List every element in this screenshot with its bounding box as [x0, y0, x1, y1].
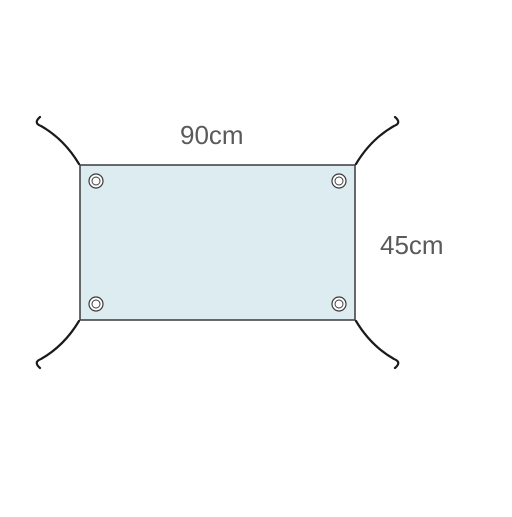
hook-line — [37, 321, 79, 368]
hook-line — [356, 321, 398, 368]
eyelet-outer — [332, 297, 346, 311]
hook-line — [37, 117, 79, 164]
eyelet-outer — [89, 297, 103, 311]
hook-line — [356, 117, 398, 164]
width-label: 90cm — [180, 120, 244, 151]
eyelet-outer — [332, 174, 346, 188]
sheet-rectangle — [80, 165, 355, 320]
height-label: 45cm — [380, 230, 444, 261]
eyelet-outer — [89, 174, 103, 188]
dimension-diagram: 90cm 45cm — [0, 0, 512, 512]
